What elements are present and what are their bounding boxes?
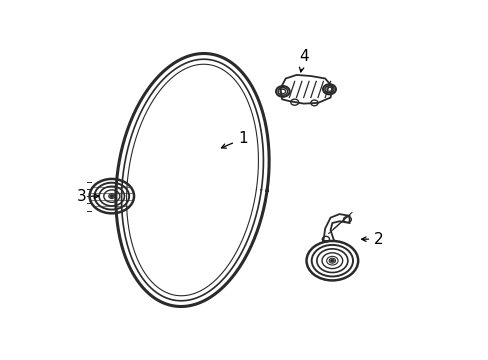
Ellipse shape: [110, 195, 114, 198]
Text: 4: 4: [298, 49, 308, 72]
Ellipse shape: [330, 259, 334, 262]
Text: 3: 3: [76, 189, 99, 204]
Text: 2: 2: [361, 232, 383, 247]
Text: 1: 1: [221, 131, 247, 148]
